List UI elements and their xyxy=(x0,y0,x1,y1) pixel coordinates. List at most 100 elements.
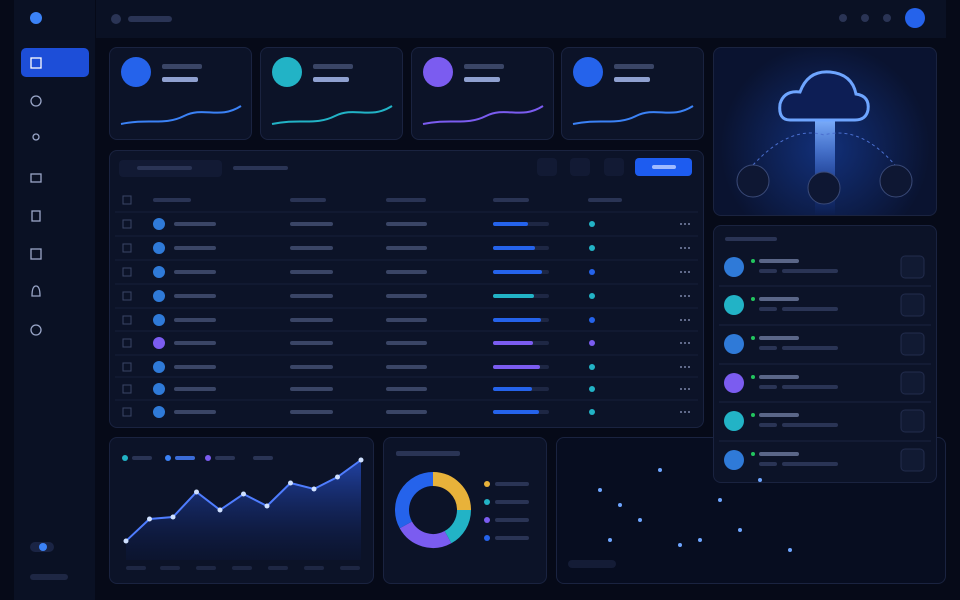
checkbox[interactable] xyxy=(122,362,132,372)
row-avatar xyxy=(153,406,165,418)
row-menu[interactable] xyxy=(680,223,682,225)
row-menu[interactable] xyxy=(680,319,682,321)
action-button[interactable] xyxy=(900,371,925,395)
nav-icon[interactable] xyxy=(30,57,42,69)
placeholder xyxy=(759,269,777,273)
search-icon[interactable] xyxy=(111,14,121,24)
status-dot xyxy=(589,409,595,415)
status-dot xyxy=(589,221,595,227)
placeholder xyxy=(340,566,360,570)
area-fill xyxy=(126,460,361,560)
action-button[interactable] xyxy=(900,293,925,317)
placeholder xyxy=(174,246,216,250)
map-dot xyxy=(758,478,762,482)
status-dot xyxy=(589,340,595,346)
placeholder xyxy=(174,341,216,345)
placeholder xyxy=(759,413,799,417)
placeholder xyxy=(652,165,676,169)
action-button[interactable] xyxy=(900,409,925,433)
filter-button[interactable] xyxy=(537,158,557,176)
row-menu xyxy=(684,411,686,413)
row-menu xyxy=(688,388,690,390)
row-menu xyxy=(688,247,690,249)
action-button[interactable] xyxy=(900,255,925,279)
row-menu[interactable] xyxy=(680,411,682,413)
placeholder xyxy=(759,297,799,301)
placeholder xyxy=(386,270,427,274)
placeholder xyxy=(386,246,427,250)
checkbox[interactable] xyxy=(122,315,132,325)
placeholder xyxy=(759,452,799,456)
status-dot xyxy=(751,336,755,340)
status-dot xyxy=(589,386,595,392)
nav-icon[interactable] xyxy=(31,210,41,222)
placeholder xyxy=(464,64,504,69)
checkbox[interactable] xyxy=(122,384,132,394)
topbar-icon[interactable] xyxy=(883,14,891,22)
nav-icon[interactable] xyxy=(30,173,42,183)
nav-active[interactable] xyxy=(21,48,89,77)
placeholder xyxy=(495,518,529,522)
row-menu[interactable] xyxy=(680,342,682,344)
nav-icon[interactable] xyxy=(30,95,42,107)
placeholder xyxy=(782,462,838,466)
action-button[interactable] xyxy=(900,332,925,356)
node-icon xyxy=(736,164,770,198)
row-menu[interactable] xyxy=(680,295,682,297)
checkbox[interactable] xyxy=(122,407,132,417)
nav-icon[interactable] xyxy=(32,133,40,141)
placeholder xyxy=(568,560,616,568)
list-card xyxy=(713,225,937,483)
avatar[interactable] xyxy=(905,8,925,28)
map-dot xyxy=(608,538,612,542)
placeholder xyxy=(759,259,799,263)
row-menu[interactable] xyxy=(680,366,682,368)
list-avatar xyxy=(724,373,744,393)
action-button[interactable] xyxy=(900,448,925,472)
point xyxy=(288,480,293,486)
nav-icon[interactable] xyxy=(30,248,42,260)
topbar-icon[interactable] xyxy=(861,14,869,22)
grid-button[interactable] xyxy=(570,158,590,176)
row-menu[interactable] xyxy=(680,388,682,390)
row-avatar xyxy=(153,266,165,278)
row-menu xyxy=(684,342,686,344)
nav-icons xyxy=(30,57,42,336)
row-avatar xyxy=(153,314,165,326)
checkbox xyxy=(122,195,132,205)
donut-segment xyxy=(432,472,471,511)
topbar-icon[interactable] xyxy=(839,14,847,22)
placeholder xyxy=(268,566,288,570)
point xyxy=(264,503,270,509)
row-menu xyxy=(684,295,686,297)
row-menu xyxy=(684,223,686,225)
placeholder xyxy=(386,387,427,391)
checkbox[interactable] xyxy=(122,243,132,253)
placeholder xyxy=(137,166,192,170)
row-avatar xyxy=(153,290,165,302)
placeholder xyxy=(290,341,333,345)
placeholder xyxy=(782,385,838,389)
cloud-icon xyxy=(778,70,870,122)
point xyxy=(147,516,152,522)
row-avatar xyxy=(153,218,165,230)
nav-icon[interactable] xyxy=(30,324,42,336)
status-dot xyxy=(589,245,595,251)
placeholder xyxy=(759,307,777,311)
row-menu[interactable] xyxy=(680,271,682,273)
point xyxy=(311,486,317,492)
placeholder xyxy=(386,222,427,226)
row-avatar xyxy=(153,242,165,254)
row-menu[interactable] xyxy=(680,247,682,249)
checkbox[interactable] xyxy=(122,291,132,301)
map-dot xyxy=(718,498,722,502)
status-dot xyxy=(589,269,595,275)
placeholder xyxy=(782,423,838,427)
checkbox[interactable] xyxy=(122,267,132,277)
list-button[interactable] xyxy=(604,158,624,176)
row-avatar xyxy=(153,337,165,349)
checkbox[interactable] xyxy=(122,338,132,348)
checkbox[interactable] xyxy=(122,219,132,229)
nav-icon[interactable] xyxy=(31,285,41,297)
